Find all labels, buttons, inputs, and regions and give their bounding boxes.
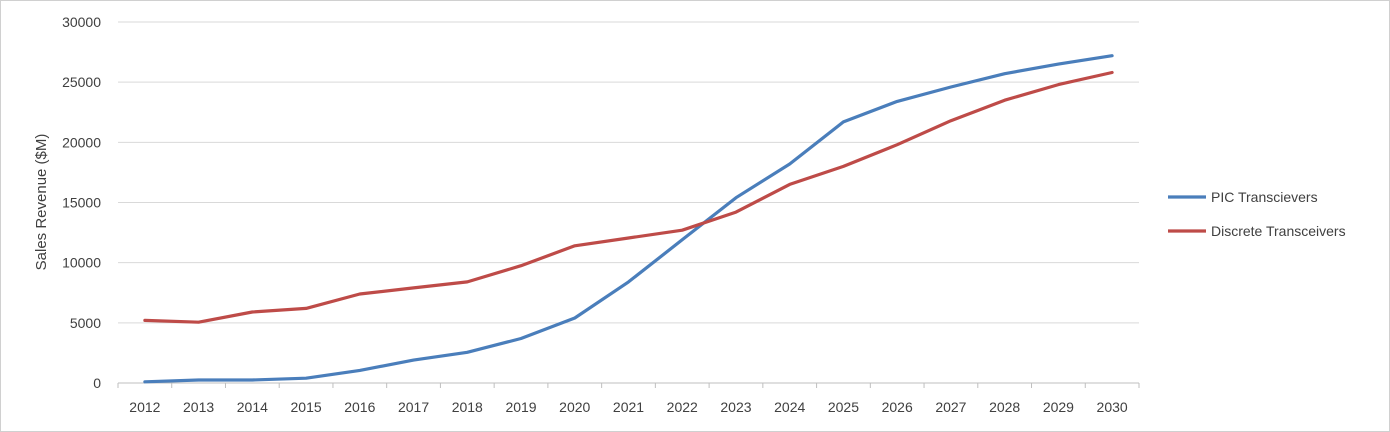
x-tick-label: 2026 [882,399,913,415]
series-lines [143,54,1114,384]
y-axis-title: Sales Revenue ($M) [33,134,50,271]
x-tick-label: 2012 [129,399,160,415]
x-tick-label: 2021 [613,399,644,415]
gridlines [118,21,1139,384]
x-tick-label: 2014 [237,399,268,415]
x-tick-label: 2030 [1097,399,1128,415]
y-tick-label: 25000 [62,74,101,90]
y-tick-label: 10000 [62,255,101,271]
legend: PIC Transcievers Discrete Transceivers [1168,189,1346,239]
x-tick-label: 2019 [505,399,536,415]
y-tick-labels: 0 5000 10000 15000 20000 25000 30000 [62,14,101,391]
x-tick-label: 2018 [452,399,483,415]
x-tick-labels: 2012 2013 2014 2015 2016 2017 2018 2019 2020 2021… [117,383,1140,415]
x-tick-label: 2029 [1043,399,1074,415]
x-tick-label: 2024 [774,399,805,415]
x-tick-label: 2027 [935,399,966,415]
x-tick-label: 2015 [291,399,322,415]
x-tick-label: 2013 [183,399,214,415]
x-tick-label: 2017 [398,399,429,415]
series-line [143,70,1114,324]
legend-label: PIC Transcievers [1211,189,1318,205]
x-tick-label: 2025 [828,399,859,415]
x-tick-label: 2020 [559,399,590,415]
y-tick-label: 30000 [62,14,101,30]
x-tick-label: 2016 [344,399,375,415]
y-tick-label: 0 [93,375,101,391]
series-line [143,54,1114,384]
y-tick-label: 15000 [62,195,101,211]
x-tick-label: 2028 [989,399,1020,415]
y-tick-label: 5000 [70,315,101,331]
x-tick-label: 2023 [720,399,751,415]
legend-label: Discrete Transceivers [1211,223,1346,239]
y-tick-label: 20000 [62,134,101,150]
x-tick-label: 2022 [667,399,698,415]
